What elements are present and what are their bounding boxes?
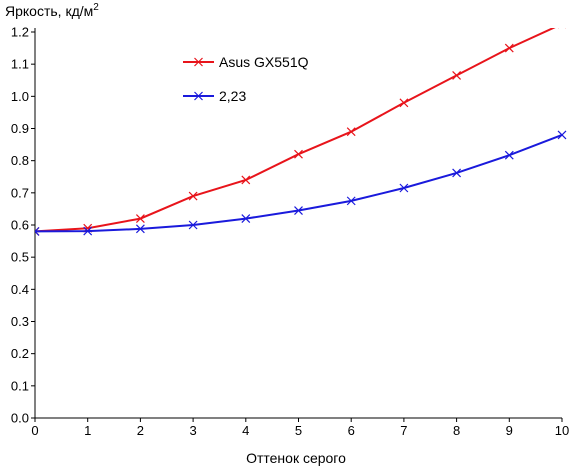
y-tick-label: 0.6 bbox=[11, 218, 29, 233]
y-tick-label: 0.8 bbox=[11, 153, 29, 168]
x-tick-label: 3 bbox=[189, 423, 196, 438]
x-tick-label: 9 bbox=[506, 423, 513, 438]
data-point bbox=[241, 214, 251, 223]
data-point bbox=[188, 220, 198, 230]
data-point bbox=[294, 149, 303, 159]
data-point bbox=[35, 227, 40, 236]
series-layer bbox=[35, 28, 567, 236]
y-tick-label: 1.2 bbox=[11, 25, 29, 40]
y-tick-label: 0.9 bbox=[11, 121, 29, 136]
x-tick-label: 6 bbox=[348, 423, 355, 438]
y-tick-label: 0.5 bbox=[11, 250, 29, 265]
x-tick-label: 5 bbox=[295, 423, 302, 438]
x-axis-label: Оттенок серого bbox=[246, 450, 346, 466]
y-axis-label-text: Яркость, кд/м bbox=[5, 3, 93, 19]
legend: Asus GX551Q 2,23 bbox=[183, 54, 309, 104]
legend-swatch-marker bbox=[194, 91, 203, 101]
y-tick-label: 1.1 bbox=[11, 57, 29, 72]
data-point bbox=[135, 214, 145, 223]
y-tick-label: 0.2 bbox=[11, 346, 29, 361]
x-tick-label: 0 bbox=[31, 423, 38, 438]
data-point bbox=[188, 191, 198, 201]
data-point bbox=[135, 224, 145, 234]
data-point bbox=[452, 71, 462, 80]
x-tick-label: 4 bbox=[242, 423, 249, 438]
data-point bbox=[452, 168, 462, 178]
x-tick-label: 10 bbox=[555, 423, 569, 438]
y-tick-label: 0.1 bbox=[11, 378, 29, 393]
y-tick-label: 0.0 bbox=[11, 411, 29, 426]
legend-label: Asus GX551Q bbox=[219, 54, 309, 70]
data-point bbox=[346, 196, 356, 206]
data-point bbox=[241, 175, 251, 185]
x-tick-label: 7 bbox=[400, 423, 407, 438]
legend-label: 2,23 bbox=[219, 88, 246, 104]
legend-swatch-marker bbox=[194, 57, 203, 67]
x-tick-label: 8 bbox=[453, 423, 460, 438]
y-axis-label: Яркость, кд/м2 bbox=[5, 2, 99, 19]
data-point bbox=[346, 127, 356, 137]
data-point bbox=[83, 226, 93, 236]
data-point bbox=[399, 183, 409, 193]
y-tick-label: 0.4 bbox=[11, 282, 29, 297]
data-point bbox=[504, 43, 514, 53]
data-point bbox=[558, 28, 566, 29]
series-2 bbox=[35, 130, 567, 236]
data-point bbox=[557, 130, 567, 140]
data-point bbox=[294, 206, 303, 215]
data-point bbox=[399, 98, 409, 108]
legend-item-1: Asus GX551Q bbox=[183, 54, 309, 70]
axes bbox=[31, 28, 563, 422]
x-tick-labels: 0 1 2 3 4 5 6 7 8 9 10 bbox=[31, 423, 569, 438]
series-line bbox=[35, 133, 563, 233]
y-tick-labels: 0.0 0.1 0.2 0.3 0.4 0.5 0.6 0.7 0.8 0.9 1.0 1.1 1.2 bbox=[11, 25, 29, 426]
legend-item-2: 2,23 bbox=[183, 88, 246, 104]
x-tick-label: 2 bbox=[137, 423, 144, 438]
data-point bbox=[504, 150, 514, 160]
series-1 bbox=[35, 28, 566, 236]
y-tick-label: 1.0 bbox=[11, 89, 29, 104]
y-tick-label: 0.3 bbox=[11, 314, 29, 329]
x-tick-label: 1 bbox=[84, 423, 91, 438]
y-axis-label-superscript: 2 bbox=[93, 2, 99, 13]
y-tick-label: 0.7 bbox=[11, 185, 29, 200]
